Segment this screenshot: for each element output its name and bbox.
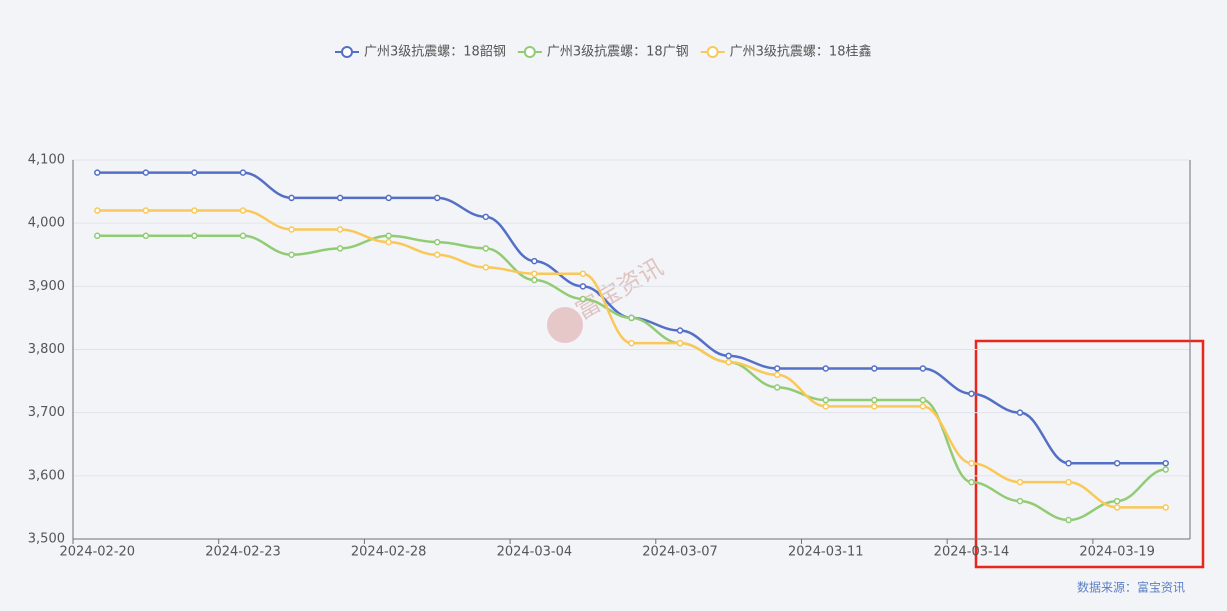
point — [579, 295, 587, 303]
highlight-box — [974, 339, 1205, 569]
point — [433, 194, 441, 202]
point — [482, 264, 490, 271]
x-tick-label: 2024-03-04 — [497, 545, 573, 560]
point — [871, 403, 878, 410]
point — [1016, 478, 1024, 486]
x-tick-label: 2024-02-20 — [60, 545, 136, 560]
x-tick-label: 2024-03-19 — [1079, 545, 1155, 560]
point — [288, 226, 295, 233]
point — [142, 169, 150, 176]
series-line — [97, 209, 1166, 509]
point — [1016, 409, 1024, 416]
x-tick-label: 2024-03-11 — [788, 545, 864, 560]
point — [531, 257, 538, 265]
legend-label: 广州3级抗震螺：18韶钢 — [364, 44, 506, 60]
y-tick-label: 3,700 — [28, 405, 65, 420]
x-tick-label: 2024-03-14 — [934, 545, 1010, 560]
point — [919, 403, 927, 410]
x-tick-label: 2024-02-23 — [205, 545, 281, 560]
point — [1065, 478, 1072, 486]
point — [239, 169, 247, 176]
point — [676, 327, 684, 334]
point — [579, 283, 587, 290]
point — [288, 251, 295, 258]
point — [725, 352, 732, 360]
point — [968, 478, 975, 486]
x-tick-label: 2024-02-28 — [351, 545, 427, 560]
series-line — [97, 234, 1166, 522]
point — [676, 339, 684, 347]
point — [1065, 459, 1072, 467]
point — [385, 238, 392, 246]
y-tick-label: 3,900 — [28, 279, 65, 294]
point — [94, 232, 101, 240]
point — [239, 207, 247, 214]
y-tick-label: 4,000 — [28, 216, 65, 231]
point — [968, 459, 975, 467]
point — [628, 339, 635, 347]
point — [822, 396, 830, 404]
point — [385, 232, 392, 240]
point — [628, 314, 635, 322]
point — [1162, 459, 1169, 467]
point — [773, 384, 781, 391]
point — [1113, 504, 1121, 511]
point — [871, 396, 878, 404]
point — [94, 207, 101, 214]
point — [1162, 466, 1169, 473]
x-tick-label: 2024-03-07 — [642, 545, 718, 560]
point — [531, 270, 538, 277]
y-tick-label: 3,800 — [28, 342, 65, 357]
y-tick-label: 4,100 — [28, 153, 65, 168]
point — [822, 403, 830, 410]
point — [531, 276, 538, 284]
point — [94, 169, 101, 176]
legend-label: 广州3级抗震螺：18广钢 — [547, 45, 689, 60]
point — [1113, 497, 1121, 505]
point — [1113, 459, 1121, 467]
y-tick-label: 3,600 — [28, 468, 65, 483]
point — [968, 390, 975, 397]
point — [288, 194, 295, 202]
legend-marker — [706, 46, 719, 58]
point — [336, 194, 344, 202]
point — [142, 232, 150, 240]
point — [919, 365, 927, 372]
point — [239, 232, 247, 240]
point — [1016, 497, 1024, 505]
point — [482, 213, 490, 221]
y-tick-label: 3,500 — [28, 532, 65, 547]
point — [336, 226, 344, 233]
point — [773, 371, 781, 379]
point — [919, 396, 927, 404]
point — [871, 365, 878, 372]
legend-marker — [523, 46, 536, 58]
legend-marker — [341, 46, 353, 58]
point — [433, 251, 441, 258]
legend: 广州3级抗震螺：18韶钢 广州3级抗震螺：18广钢 广州3级抗震螺：18桂鑫 — [335, 44, 871, 60]
point — [773, 365, 781, 372]
point — [385, 194, 392, 202]
point — [482, 245, 490, 252]
source: 数据来源：富宝资讯 — [1077, 580, 1185, 595]
point — [191, 169, 198, 176]
legend-label: 广州3级抗震螺：18桂鑫 — [730, 44, 872, 60]
point — [725, 358, 732, 366]
point — [822, 365, 830, 372]
point — [191, 232, 198, 240]
point — [142, 207, 150, 214]
point — [336, 245, 344, 252]
point — [579, 270, 587, 277]
point — [191, 207, 198, 214]
point — [433, 238, 441, 246]
watermark-logo — [547, 307, 583, 343]
point — [1065, 516, 1072, 524]
point — [1162, 504, 1169, 511]
